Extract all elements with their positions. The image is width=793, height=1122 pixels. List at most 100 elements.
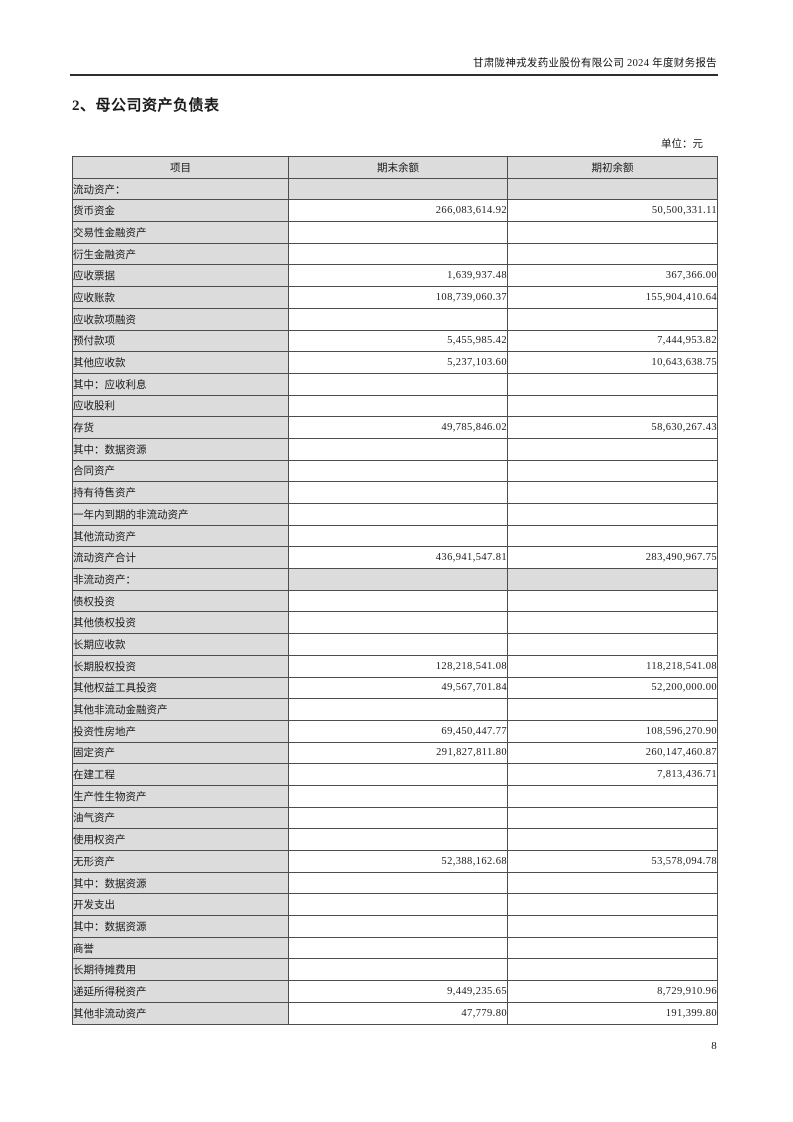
item-label-cell: 长期应收款 xyxy=(72,633,289,656)
item-label-cell: 衍生金融资产 xyxy=(72,242,289,266)
beginning-balance-cell xyxy=(507,437,718,461)
item-label-cell: 债权投资 xyxy=(72,589,289,613)
beginning-balance-cell: 52,200,000.00 xyxy=(507,676,718,700)
beginning-balance-cell xyxy=(507,177,718,201)
beginning-balance-cell xyxy=(507,633,718,656)
item-label-cell: 其中：数据资源 xyxy=(72,915,289,938)
table-row: 一年内到期的非流动资产 xyxy=(72,503,718,526)
item-label-cell: 其他流动资产 xyxy=(72,524,289,548)
beginning-balance-cell: 50,500,331.11 xyxy=(507,199,718,223)
item-label-cell: 其他非流动资产 xyxy=(72,1001,289,1025)
item-label-cell: 开发支出 xyxy=(72,893,289,917)
beginning-balance-cell xyxy=(507,936,718,960)
beginning-balance-cell xyxy=(507,568,718,591)
document-header-text: 甘肃陇神戎发药业股份有限公司 2024 年度财务报告 xyxy=(472,58,717,69)
ending-balance-cell: 9,449,235.65 xyxy=(288,980,508,1003)
beginning-balance-cell: 7,813,436.71 xyxy=(507,763,718,786)
table-row: 固定资产 291,827,811.80 260,147,460.87 xyxy=(72,741,718,765)
table-row: 其他流动资产 xyxy=(72,524,718,548)
table-row: 商誉 xyxy=(72,936,718,960)
table-row: 投资性房地产 69,450,447.77 108,596,270.90 xyxy=(72,719,718,743)
item-label-cell: 长期待摊费用 xyxy=(72,958,289,982)
item-label-cell: 货币资金 xyxy=(72,199,289,223)
item-label-cell: 其中：应收利息 xyxy=(72,372,289,396)
item-label-cell: 固定资产 xyxy=(72,741,289,765)
ending-balance-cell: 49,567,701.84 xyxy=(288,676,508,700)
header-rule xyxy=(70,74,718,76)
ending-balance-cell xyxy=(288,177,508,201)
table-header-row: 项目 期末余额 期初余额 xyxy=(72,156,718,179)
beginning-balance-cell: 53,578,094.78 xyxy=(507,850,718,873)
ending-balance-cell xyxy=(288,524,508,548)
item-label-cell: 其中：数据资源 xyxy=(72,437,289,461)
item-label-cell: 应收账款 xyxy=(72,286,289,309)
ending-balance-cell xyxy=(288,503,508,526)
ending-balance-cell xyxy=(288,394,508,418)
ending-balance-cell xyxy=(288,611,508,635)
table-row: 其中：数据资源 xyxy=(72,915,718,938)
ending-balance-cell xyxy=(288,784,508,808)
table-row: 其他非流动资产 47,779.80 191,399.80 xyxy=(72,1001,718,1025)
item-label-cell: 油气资产 xyxy=(72,806,289,830)
item-label-cell: 持有待售资产 xyxy=(72,481,289,504)
column-header-item: 项目 xyxy=(72,156,289,179)
beginning-balance-cell xyxy=(507,459,718,483)
ending-balance-cell: 5,455,985.42 xyxy=(288,329,508,353)
ending-balance-cell: 266,083,614.92 xyxy=(288,199,508,223)
ending-balance-cell xyxy=(288,936,508,960)
item-label-cell: 使用权资产 xyxy=(72,828,289,851)
ending-balance-cell xyxy=(288,633,508,656)
table-row: 无形资产 52,388,162.68 53,578,094.78 xyxy=(72,850,718,873)
beginning-balance-cell xyxy=(507,221,718,244)
item-label-cell: 其中：数据资源 xyxy=(72,871,289,895)
beginning-balance-cell xyxy=(507,611,718,635)
table-row: 其中：数据资源 xyxy=(72,871,718,895)
section-row: 流动资产： xyxy=(72,177,718,201)
beginning-balance-cell: 108,596,270.90 xyxy=(507,719,718,743)
item-label-cell: 应收款项融资 xyxy=(72,307,289,331)
beginning-balance-cell: 10,643,638.75 xyxy=(507,351,718,374)
beginning-balance-cell: 155,904,410.64 xyxy=(507,286,718,309)
item-label-cell: 在建工程 xyxy=(72,763,289,786)
beginning-balance-cell xyxy=(507,806,718,830)
beginning-balance-cell: 58,630,267.43 xyxy=(507,416,718,439)
table-row: 在建工程 7,813,436.71 xyxy=(72,763,718,786)
ending-balance-cell xyxy=(288,459,508,483)
beginning-balance-cell: 118,218,541.08 xyxy=(507,654,718,678)
table-row: 应收款项融资 xyxy=(72,307,718,331)
beginning-balance-cell xyxy=(507,893,718,917)
beginning-balance-cell: 191,399.80 xyxy=(507,1001,718,1025)
table-row: 持有待售资产 xyxy=(72,481,718,504)
item-label-cell: 存货 xyxy=(72,416,289,439)
table-row: 油气资产 xyxy=(72,806,718,830)
item-label-cell: 一年内到期的非流动资产 xyxy=(72,503,289,526)
table-row: 债权投资 xyxy=(72,589,718,613)
ending-balance-cell xyxy=(288,568,508,591)
item-label-cell: 长期股权投资 xyxy=(72,654,289,678)
beginning-balance-cell xyxy=(507,524,718,548)
ending-balance-cell xyxy=(288,437,508,461)
beginning-balance-cell xyxy=(507,394,718,418)
beginning-balance-cell xyxy=(507,915,718,938)
ending-balance-cell: 49,785,846.02 xyxy=(288,416,508,439)
table-row: 交易性金融资产 xyxy=(72,221,718,244)
ending-balance-cell xyxy=(288,828,508,851)
table-row: 长期股权投资 128,218,541.08 118,218,541.08 xyxy=(72,654,718,678)
item-label-cell: 流动资产合计 xyxy=(72,546,289,570)
table-row: 应收账款 108,739,060.37 155,904,410.64 xyxy=(72,286,718,309)
beginning-balance-cell xyxy=(507,871,718,895)
ending-balance-cell xyxy=(288,242,508,266)
ending-balance-cell: 128,218,541.08 xyxy=(288,654,508,678)
table-row: 长期应收款 xyxy=(72,633,718,656)
section-title: 2、母公司资产负债表 xyxy=(72,98,220,114)
table-row: 预付款项 5,455,985.42 7,444,953.82 xyxy=(72,329,718,353)
table-row: 其他债权投资 xyxy=(72,611,718,635)
item-label-cell: 生产性生物资产 xyxy=(72,784,289,808)
balance-sheet-body: 流动资产： 货币资金 266,083,614.92 50,500,331.11 交易性金… xyxy=(72,177,718,1025)
beginning-balance-cell xyxy=(507,958,718,982)
beginning-balance-cell: 283,490,967.75 xyxy=(507,546,718,570)
ending-balance-cell xyxy=(288,698,508,721)
table-row: 长期待摊费用 xyxy=(72,958,718,982)
ending-balance-cell xyxy=(288,763,508,786)
